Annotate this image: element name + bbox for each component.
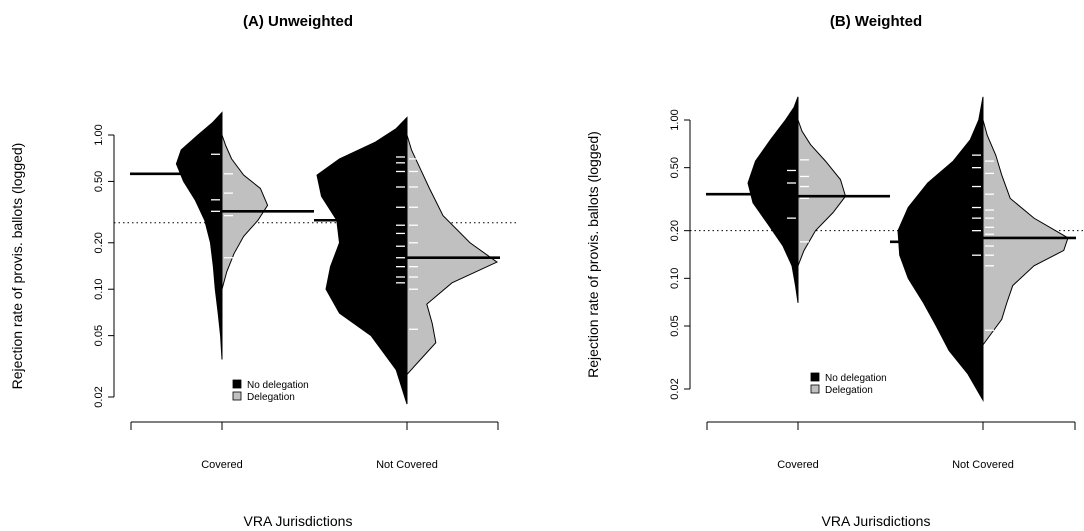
y-tick-label: 0.20 <box>93 232 105 253</box>
y-tick-label: 0.20 <box>669 220 681 241</box>
category-label-covered: Covered <box>777 459 819 471</box>
legend-swatch-no-delegation <box>810 372 820 382</box>
legend-swatch-delegation <box>232 391 242 401</box>
y-tick-label: 0.50 <box>93 171 105 192</box>
panel-unweighted: (A) Unweighted Rejection rate of provis. … <box>9 13 516 529</box>
bean-delegation-covered <box>797 119 847 266</box>
y-tick-label: 1.00 <box>669 109 681 130</box>
legend-label-delegation: Delegation <box>825 385 873 396</box>
y-tick-label: 0.05 <box>93 325 105 346</box>
chart-title: (A) Unweighted <box>243 13 353 30</box>
category-label-covered: Covered <box>201 459 243 471</box>
bean-no-delegation-not-covered <box>316 116 408 405</box>
legend-label-no-delegation: No delegation <box>247 380 309 391</box>
y-axis-label: Rejection rate of provis. ballots (logge… <box>585 131 601 378</box>
y-tick-label: 0.10 <box>93 279 105 300</box>
y-axis-label: Rejection rate of provis. ballots (logge… <box>9 143 25 390</box>
y-tick-label: 0.02 <box>93 386 105 407</box>
chart-title: (B) Weighted <box>830 13 922 30</box>
y-tick-label: 0.10 <box>669 268 681 289</box>
bean-no-delegation-not-covered <box>897 96 984 403</box>
legend-label-no-delegation: No delegation <box>825 373 887 384</box>
category-label-not-covered: Not Covered <box>952 459 1014 471</box>
y-tick-label: 0.05 <box>669 315 681 336</box>
bean-delegation-not-covered <box>406 134 498 376</box>
bean-no-delegation-covered <box>175 111 223 360</box>
category-label-not-covered: Not Covered <box>376 459 438 471</box>
y-tick-label: 1.00 <box>93 124 105 145</box>
legend-swatch-no-delegation <box>232 379 242 389</box>
legend-swatch-delegation <box>810 384 820 394</box>
y-tick-label: 0.02 <box>669 378 681 399</box>
bean-no-delegation-covered <box>747 96 799 303</box>
x-axis-label: VRA Jurisdictions <box>244 513 353 529</box>
panel-weighted: (B) Weighted Rejection rate of provis. ba… <box>585 13 1084 529</box>
bean-delegation-not-covered <box>982 119 1069 347</box>
x-axis-label: VRA Jurisdictions <box>822 513 931 529</box>
legend-label-delegation: Delegation <box>247 392 295 403</box>
y-tick-label: 0.50 <box>669 157 681 178</box>
